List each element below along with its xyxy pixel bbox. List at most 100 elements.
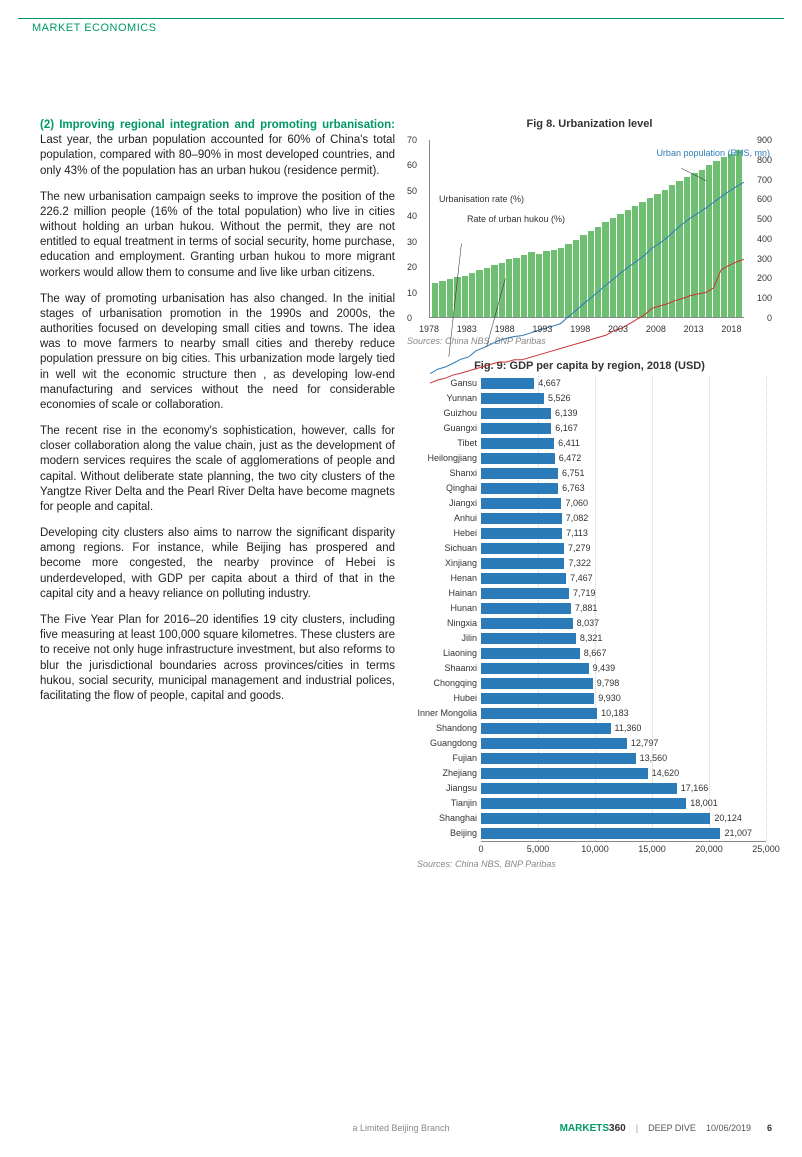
fig9-x-tick: 25,000 — [752, 844, 780, 854]
fig9-value-label: 18,001 — [686, 798, 718, 809]
fig9-value-label: 5,526 — [544, 393, 571, 404]
fig9-title: Fig. 9: GDP per capita by region, 2018 (… — [407, 360, 772, 372]
para-6: The Five Year Plan for 2016–20 identifie… — [40, 613, 395, 704]
fig9-value-label: 9,439 — [589, 663, 616, 674]
para-1: (2) Improving regional integration and p… — [40, 118, 395, 179]
fig9-row: Chongqing9,798 — [481, 676, 766, 691]
fig9-row: Jilin8,321 — [481, 631, 766, 646]
fig9-row-label: Guizhou — [407, 409, 477, 418]
fig9-row-label: Beijing — [407, 829, 477, 838]
fig8-x-tick: 2003 — [608, 324, 628, 334]
footer-section: DEEP DIVE — [648, 1123, 696, 1133]
para-1-rest: Last year, the urban population accounte… — [40, 134, 395, 176]
fig9-row-label: Tibet — [407, 439, 477, 448]
fig9-x-tick: 15,000 — [638, 844, 666, 854]
fig9-bar — [481, 783, 677, 794]
fig8-bar — [706, 165, 712, 317]
fig9-row-label: Tianjin — [407, 799, 477, 808]
fig8-bar — [632, 206, 638, 317]
fig9-value-label: 6,411 — [554, 438, 580, 449]
fig9-row: Heilongjiang6,472 — [481, 451, 766, 466]
fig9-row-label: Anhui — [407, 514, 477, 523]
fig8-bar — [647, 198, 653, 317]
fig9-x-tick: 0 — [478, 844, 483, 854]
fig9-bar-track: 9,930 — [481, 693, 766, 704]
fig9-row: Gansu4,667 — [481, 376, 766, 391]
fig9-row-label: Shanghai — [407, 814, 477, 823]
fig9-row-label: Liaoning — [407, 649, 477, 658]
fig8-title: Fig 8. Urbanization level — [407, 118, 772, 130]
fig9-bar-track: 11,360 — [481, 723, 766, 734]
footer-brand-a: MARKETS — [560, 1123, 609, 1134]
fig8-bar — [528, 252, 534, 317]
fig9-x-tick: 10,000 — [581, 844, 609, 854]
fig9-bar-track: 6,411 — [481, 438, 766, 449]
fig9-row-label: Gansu — [407, 379, 477, 388]
fig9-row-label: Hubei — [407, 694, 477, 703]
fig9-row: Jiangxi7,060 — [481, 496, 766, 511]
fig9-row-label: Shandong — [407, 724, 477, 733]
fig9-row: Beijing21,007 — [481, 826, 766, 841]
fig9-bar — [481, 588, 569, 599]
fig9-bar — [481, 378, 534, 389]
fig9-bar-track: 7,113 — [481, 528, 766, 539]
fig9-bar — [481, 468, 558, 479]
fig8-bar — [662, 190, 668, 317]
fig8-yright-tick: 200 — [757, 273, 772, 283]
fig9-row: Shandong11,360 — [481, 721, 766, 736]
fig9-row: Fujian13,560 — [481, 751, 766, 766]
fig8-sources: Sources: China NBS, BNP Paribas — [407, 336, 772, 346]
fig9-bar-track: 6,139 — [481, 408, 766, 419]
fig8-x-tick: 2013 — [684, 324, 704, 334]
fig9-value-label: 6,139 — [551, 408, 578, 419]
charts-column: Fig 8. Urbanization level 01020304050607… — [407, 118, 772, 1097]
fig8-yleft-tick: 60 — [407, 160, 417, 170]
fig9-bar — [481, 798, 686, 809]
fig8-yleft-tick: 70 — [407, 135, 417, 145]
fig9-row-label: Jiangxi — [407, 499, 477, 508]
fig8-bar — [691, 173, 697, 317]
fig9-bar — [481, 513, 562, 524]
fig9-row-label: Henan — [407, 574, 477, 583]
fig8-bar — [513, 258, 519, 317]
fig9-sources: Sources: China NBS, BNP Paribas — [417, 859, 772, 869]
fig9-bar-track: 7,881 — [481, 603, 766, 614]
footer-center: a Limited Beijing Branch — [352, 1123, 449, 1133]
footer-brand: MARKETS360 — [560, 1123, 626, 1134]
fig9-row-label: Shaanxi — [407, 664, 477, 673]
fig9-chart: Gansu4,667Yunnan5,526Guizhou6,139Guangxi… — [407, 376, 772, 857]
fig8-bar — [684, 177, 690, 317]
fig9-bar — [481, 633, 576, 644]
fig9-bar — [481, 723, 611, 734]
fig8-yright-tick: 600 — [757, 194, 772, 204]
fig9-value-label: 17,166 — [677, 783, 709, 794]
fig9-bar — [481, 648, 580, 659]
fig9-value-label: 8,667 — [580, 648, 607, 659]
fig9-row-label: Zhejiang — [407, 769, 477, 778]
fig8-bar — [558, 248, 564, 317]
footer-sep-1: | — [636, 1123, 638, 1133]
fig8-yleft-tick: 30 — [407, 237, 417, 247]
fig9-bar-track: 13,560 — [481, 753, 766, 764]
fig8-bar — [565, 244, 571, 317]
fig9-bar — [481, 768, 648, 779]
fig9-bar-track: 7,719 — [481, 588, 766, 599]
fig9-row: Hainan7,719 — [481, 586, 766, 601]
fig8-bar — [580, 235, 586, 317]
fig9-bar-track: 6,472 — [481, 453, 766, 464]
fig9-value-label: 7,322 — [564, 558, 591, 569]
fig9-row-label: Chongqing — [407, 679, 477, 688]
fig8-yleft-tick: 0 — [407, 313, 412, 323]
fig8-yleft-tick: 50 — [407, 186, 417, 196]
fig9-x-tick: 5,000 — [527, 844, 550, 854]
fig8-x-tick: 1988 — [495, 324, 515, 334]
fig9-value-label: 7,060 — [561, 498, 588, 509]
fig8-x-tick: 2018 — [721, 324, 741, 334]
fig9-bar — [481, 813, 710, 824]
fig9-bar — [481, 483, 558, 494]
footer-brand-b: 360 — [609, 1123, 626, 1134]
fig9-bar-track: 17,166 — [481, 783, 766, 794]
fig9-bar — [481, 393, 544, 404]
fig8-yright-tick: 300 — [757, 254, 772, 264]
fig8-bar — [506, 259, 512, 317]
